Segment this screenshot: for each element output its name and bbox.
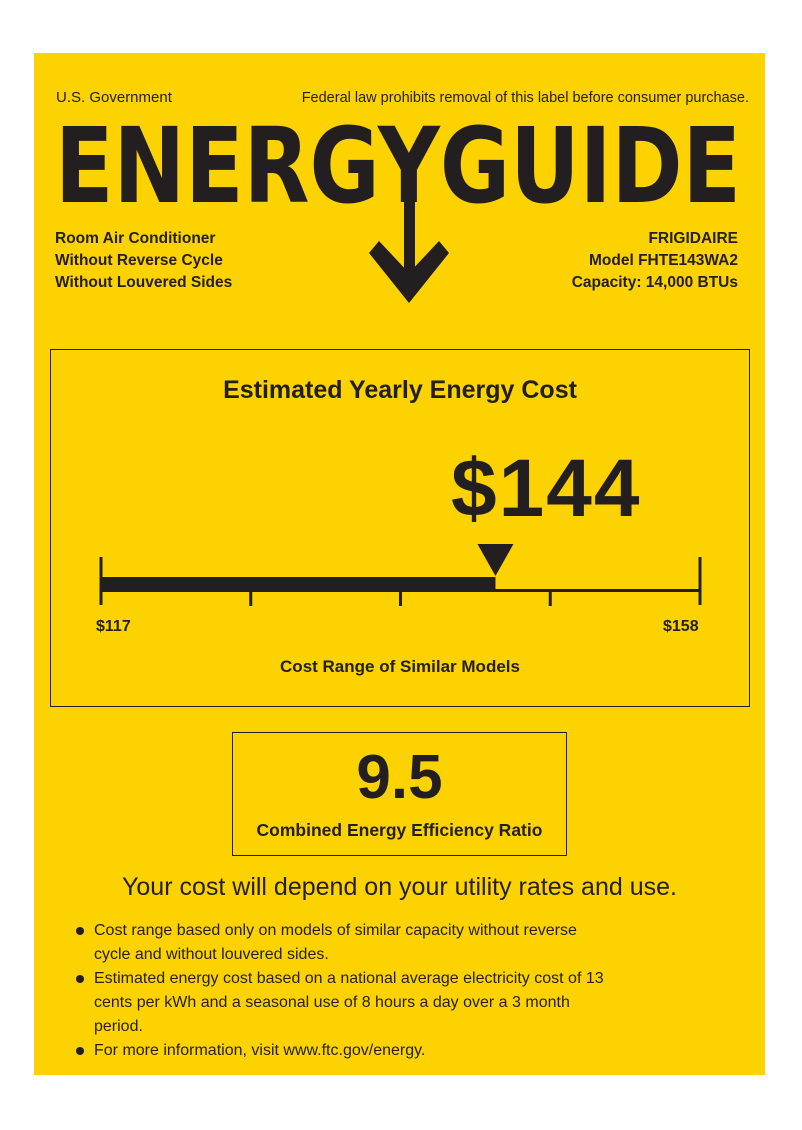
product-details: FRIGIDAIRE Model FHTE143WA2 Capacity: 14…: [572, 228, 738, 294]
product-type-line: Without Louvered Sides: [55, 274, 233, 291]
range-end-tick: [99, 557, 103, 605]
cost-range-scale: [99, 544, 702, 606]
cost-marker-icon: [477, 544, 514, 576]
yearly-cost-box: Estimated Yearly Energy Cost $144 $117 $…: [50, 349, 750, 707]
energyguide-logo: ENERGYGUIDE: [55, 113, 741, 303]
capacity: Capacity: 14,000 BTUs: [571, 274, 738, 291]
product-type-line: Without Reverse Cycle: [55, 252, 223, 269]
yearly-cost-value: $144: [451, 443, 642, 534]
product-type: Room Air Conditioner Without Reverse Cyc…: [55, 228, 232, 294]
range-tick: [249, 591, 253, 606]
svg-text:ENERGYGUIDE: ENERGYGUIDE: [55, 113, 741, 227]
range-min-label: $117: [96, 618, 131, 635]
brand-name: FRIGIDAIRE: [648, 230, 738, 247]
footnote-item: Estimated energy cost based on a nationa…: [74, 967, 614, 1039]
efficiency-box: 9.5 Combined Energy Efficiency Ratio: [232, 732, 567, 856]
footnotes: Cost range based only on models of simil…: [74, 919, 614, 1063]
cost-fill-bar: [101, 577, 496, 591]
energy-guide-label: U.S. Government Federal law prohibits re…: [34, 53, 765, 1075]
footer-headline: Your cost will depend on your utility ra…: [122, 873, 677, 901]
range-caption: Cost Range of Similar Models: [280, 657, 520, 676]
down-arrow-icon: [369, 199, 449, 303]
removal-notice: Federal law prohibits removal of this la…: [301, 90, 749, 106]
footnote-item: Cost range based only on models of simil…: [74, 919, 614, 967]
range-max-label: $158: [663, 618, 699, 635]
range-tick: [548, 591, 552, 606]
efficiency-caption: Combined Energy Efficiency Ratio: [256, 820, 543, 840]
footnote-item: For more information, visit www.ftc.gov/…: [74, 1039, 614, 1063]
agency-text: U.S. Government: [56, 89, 172, 106]
range-tick: [399, 591, 402, 606]
range-end-tick: [698, 557, 702, 605]
product-type-line: Room Air Conditioner: [55, 230, 216, 247]
efficiency-value: 9.5: [356, 743, 443, 812]
yearly-cost-heading: Estimated Yearly Energy Cost: [223, 376, 577, 404]
model-number: Model FHTE143WA2: [589, 252, 738, 269]
